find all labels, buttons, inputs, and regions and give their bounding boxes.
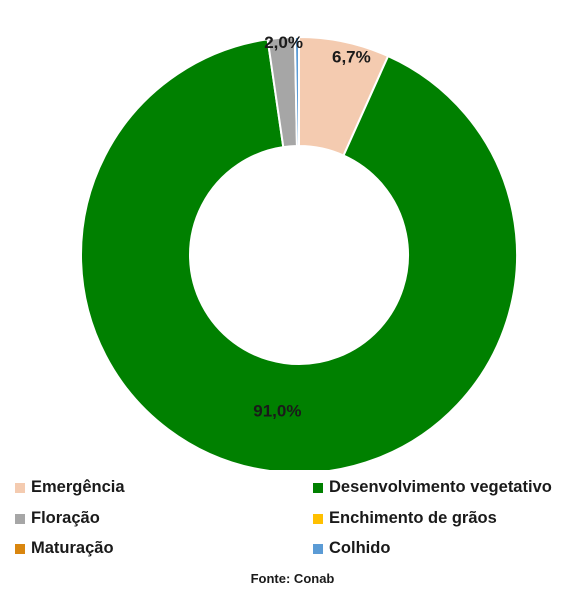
legend-label-colhido: Colhido (329, 539, 391, 557)
legend-swatch-desenvolvimento-vegetativo (313, 482, 323, 493)
legend-item-floracao: Floração (15, 509, 100, 528)
legend-swatch-floracao (15, 513, 25, 524)
donut-chart: 6,7% 91,0% 2,0% (80, 33, 518, 470)
legend-swatch-enchimento-de-graos (313, 513, 323, 524)
source-note: Fonte: Conab (250, 571, 335, 586)
legend-label-desenvolvimento-vegetativo: Desenvolvimento vegetativo (329, 478, 552, 496)
donut-slices (80, 35, 518, 470)
slice-desenvolvimento-vegetativo (80, 38, 518, 470)
legend-swatch-colhido (313, 543, 323, 554)
data-label-floracao: 2,0% (264, 33, 303, 52)
data-label-desenvolvimento-vegetativo: 91,0% (253, 401, 301, 420)
legend-item-maturacao: Maturação (15, 539, 114, 558)
legend-swatch-emergencia (15, 482, 25, 493)
legend-label-floracao: Floração (31, 509, 100, 527)
legend-item-enchimento-de-graos: Enchimento de grãos (313, 509, 497, 528)
data-label-emergencia: 6,7% (332, 48, 371, 67)
legend-item-colhido: Colhido (313, 539, 390, 558)
slice-colhido (293, 35, 300, 148)
slice-labels: 6,7% 91,0% 2,0% (253, 33, 370, 420)
legend-label-enchimento-de-graos: Enchimento de grãos (329, 509, 497, 527)
legend-swatch-maturacao (15, 543, 25, 554)
legend-item-desenvolvimento-vegetativo: Desenvolvimento vegetativo (313, 478, 552, 497)
legend-item-emergencia: Emergência (15, 478, 125, 497)
legend-label-maturacao: Maturação (31, 539, 114, 557)
legend: Emergência Desenvolvimento vegetativo Fl… (0, 476, 585, 566)
legend-label-emergencia: Emergência (31, 478, 125, 496)
